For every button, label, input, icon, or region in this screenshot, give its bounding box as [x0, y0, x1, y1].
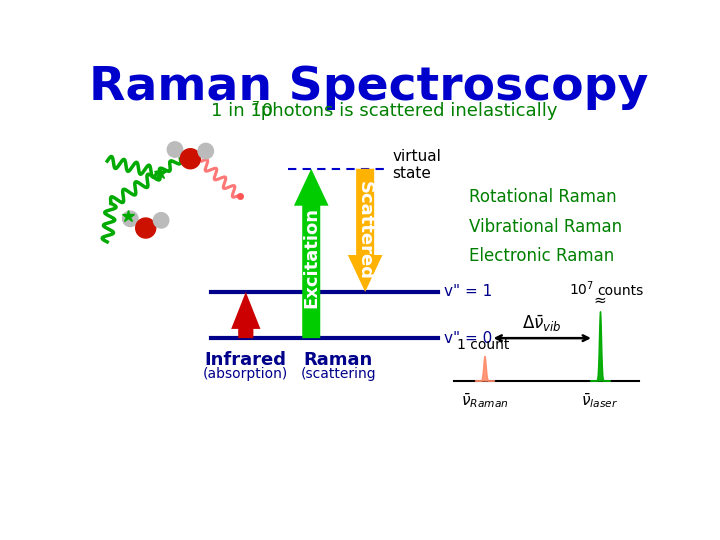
Text: Raman: Raman: [304, 350, 373, 369]
Circle shape: [167, 142, 183, 157]
Polygon shape: [294, 168, 328, 338]
Text: $\bar{\nu}_{Raman}$: $\bar{\nu}_{Raman}$: [461, 392, 508, 410]
Text: $\Delta\bar{\nu}_{vib}$: $\Delta\bar{\nu}_{vib}$: [522, 314, 562, 334]
Polygon shape: [231, 292, 261, 338]
Circle shape: [180, 148, 200, 168]
Text: 7: 7: [252, 100, 260, 113]
Text: ≈: ≈: [593, 293, 606, 308]
Text: counts: counts: [598, 284, 644, 298]
Text: (scattering: (scattering: [300, 367, 376, 381]
Text: v" = 1: v" = 1: [444, 285, 492, 300]
Text: Rotational Raman
Vibrational Raman
Electronic Raman: Rotational Raman Vibrational Raman Elect…: [469, 188, 622, 265]
Text: $10^7$: $10^7$: [569, 280, 594, 298]
Text: virtual
state: virtual state: [392, 148, 441, 181]
Text: (absorption): (absorption): [203, 367, 289, 381]
Circle shape: [153, 213, 168, 228]
Text: 1 in 10: 1 in 10: [211, 102, 273, 120]
Circle shape: [135, 218, 156, 238]
Text: Infrared: Infrared: [204, 350, 287, 369]
Circle shape: [122, 211, 138, 226]
Text: $\bar{\nu}_{laser}$: $\bar{\nu}_{laser}$: [581, 392, 618, 410]
Text: photons is scattered inelastically: photons is scattered inelastically: [255, 102, 557, 120]
Text: Scattered: Scattered: [356, 181, 374, 280]
Text: Raman Spectroscopy: Raman Spectroscopy: [89, 65, 649, 110]
Text: Excitation: Excitation: [302, 207, 320, 308]
Text: 1 count: 1 count: [456, 338, 509, 352]
Text: v" = 0: v" = 0: [444, 330, 492, 346]
Polygon shape: [348, 168, 382, 292]
Circle shape: [198, 143, 213, 159]
